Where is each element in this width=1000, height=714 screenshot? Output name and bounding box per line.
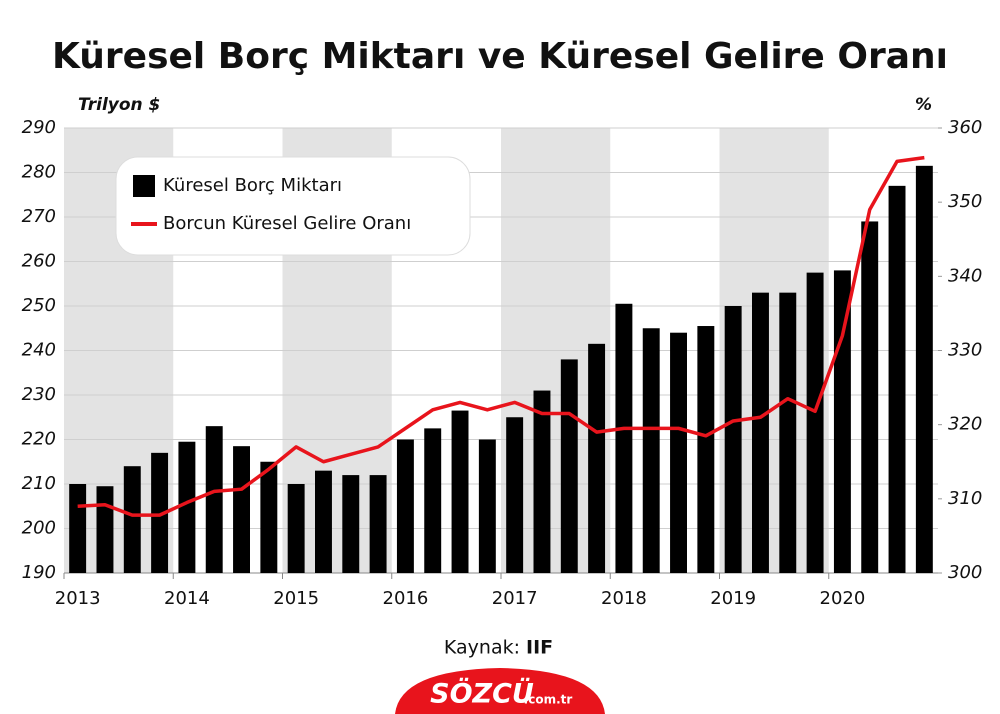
legend-label: Borcun Küresel Gelire Oranı [163, 213, 411, 234]
bar [560, 359, 578, 573]
y-tick-label: 230 [22, 384, 56, 405]
bar [806, 272, 824, 573]
y-tick-label: 220 [22, 429, 56, 450]
bar [260, 461, 278, 573]
bar [396, 439, 414, 573]
bar [724, 306, 742, 573]
y2-axis-label: % [915, 95, 932, 115]
y-tick-label: 260 [22, 251, 56, 272]
line [77, 155, 925, 517]
bar [861, 221, 879, 573]
legend-swatch [133, 175, 155, 197]
y-tick-label: 270 [22, 206, 56, 227]
bar [915, 165, 933, 573]
bar [369, 475, 387, 573]
x-tick-label: 2016 [383, 588, 429, 609]
y-tick-label: 290 [22, 117, 56, 138]
y-tick-label: 190 [22, 562, 56, 583]
source-label: Kaynak: [444, 637, 520, 659]
bar [888, 185, 906, 573]
y-tick-label: 240 [22, 340, 56, 361]
bar [506, 417, 524, 573]
y-axis-label: Trilyon $ [78, 95, 160, 115]
y-tick-label: 210 [22, 473, 56, 494]
bar [342, 475, 360, 573]
logo-shape [395, 668, 605, 714]
x-tick-label: 2015 [273, 588, 319, 609]
y-tick-label: 280 [22, 162, 56, 183]
bar [642, 328, 660, 573]
y2-tick-label: 340 [948, 265, 982, 286]
bar [151, 452, 169, 573]
source: IIF [526, 637, 553, 659]
bar [670, 332, 687, 573]
x-tick-label: 2020 [820, 588, 866, 609]
y-tick-label: 200 [22, 518, 56, 539]
bar [697, 326, 715, 573]
bar [315, 470, 332, 573]
bar [533, 390, 551, 573]
bar [424, 428, 442, 573]
bar [478, 439, 496, 573]
bar [178, 441, 196, 573]
legend-label: Küresel Borç Miktarı [163, 175, 342, 196]
bar [233, 446, 250, 573]
logo: SÖZCÜ [430, 677, 534, 710]
bar [752, 292, 769, 573]
bar [69, 484, 87, 573]
x-tick-label: 2017 [492, 588, 538, 609]
bar [205, 426, 223, 573]
legend-box [115, 156, 471, 256]
bar [451, 410, 469, 573]
x-tick-label: 2018 [601, 588, 647, 609]
x-tick-label: 2013 [55, 588, 101, 609]
bar [615, 303, 633, 573]
y-tick-label: 250 [22, 295, 56, 316]
bar [96, 486, 114, 573]
bar [287, 484, 305, 573]
bar [779, 292, 797, 573]
y2-tick-label: 360 [948, 117, 982, 138]
bar [123, 466, 141, 573]
logo-suffix: .com.tr [524, 693, 573, 707]
y2-tick-label: 320 [948, 414, 982, 435]
bar [588, 343, 606, 573]
chart-title: Küresel Borç Miktarı ve Küresel Gelire O… [52, 36, 948, 77]
x-tick-label: 2019 [710, 588, 756, 609]
y2-tick-label: 310 [948, 488, 982, 509]
y2-tick-label: 350 [948, 191, 982, 212]
x-tick-label: 2014 [164, 588, 210, 609]
y2-tick-label: 330 [948, 340, 982, 361]
y2-tick-label: 300 [948, 562, 982, 583]
